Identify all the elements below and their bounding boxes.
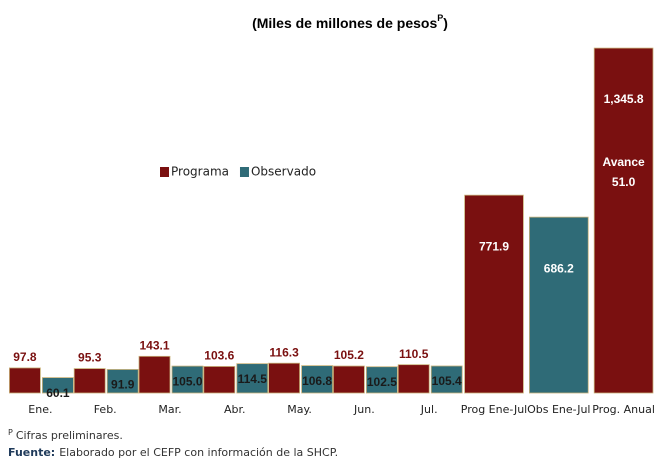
bar bbox=[301, 365, 334, 394]
value-label: 771.9 bbox=[479, 239, 509, 253]
value-label: 116.3 bbox=[269, 345, 299, 359]
source-label: Fuente: bbox=[8, 446, 55, 459]
chart-title: (Miles de millones de pesosP) bbox=[252, 13, 448, 30]
footnote-sup: P bbox=[8, 428, 13, 437]
source-text: Elaborado por el CEFP con información de… bbox=[59, 446, 338, 459]
x-tick-label: Prog. Anual bbox=[592, 403, 655, 416]
value-label: 60.1 bbox=[46, 386, 70, 400]
bar bbox=[73, 368, 106, 394]
title-text: (Miles de millones de pesos bbox=[252, 15, 437, 31]
bar bbox=[236, 363, 269, 394]
bar bbox=[332, 365, 365, 394]
value-label: 106.8 bbox=[302, 374, 332, 388]
x-tick-label: Jun. bbox=[353, 403, 375, 416]
title-sup: P bbox=[437, 13, 443, 23]
value-label: 105.2 bbox=[334, 348, 364, 362]
bar bbox=[106, 369, 139, 394]
bar bbox=[397, 364, 430, 394]
x-tick-label: Ene. bbox=[28, 403, 52, 416]
bar bbox=[593, 47, 654, 394]
value-label: 114.5 bbox=[238, 372, 268, 386]
value-label: 110.5 bbox=[399, 347, 429, 361]
x-tick-label: Obs Ene-Jul bbox=[527, 403, 590, 416]
legend-label: Programa bbox=[171, 165, 229, 179]
title-end: ) bbox=[443, 15, 448, 31]
x-tick-label: Prog Ene-Jul bbox=[461, 403, 527, 416]
bar bbox=[138, 355, 171, 394]
bar bbox=[365, 366, 398, 394]
x-tick-label: Mar. bbox=[158, 403, 181, 416]
value-label: 102.5 bbox=[367, 375, 397, 389]
value-label: 1,345.8 bbox=[604, 92, 644, 106]
legend-swatch bbox=[160, 167, 169, 177]
x-tick-label: Feb. bbox=[94, 403, 117, 416]
value-label: 103.6 bbox=[204, 349, 234, 363]
annotation: 51.0 bbox=[612, 175, 636, 189]
bar bbox=[42, 377, 74, 394]
bar bbox=[529, 216, 589, 394]
footnote: P Cifras preliminares. bbox=[8, 428, 123, 443]
footnote-text: Cifras preliminares. bbox=[16, 429, 123, 442]
legend-swatch bbox=[239, 167, 249, 177]
value-label: 95.3 bbox=[78, 351, 102, 365]
value-label: 91.9 bbox=[111, 378, 135, 392]
legend-label: Observado bbox=[251, 165, 316, 179]
value-label: 97.8 bbox=[13, 350, 37, 364]
source: Fuente: Elaborado por el CEFP con informa… bbox=[8, 446, 338, 459]
bar bbox=[464, 194, 524, 394]
value-label: 105.0 bbox=[172, 374, 202, 388]
x-tick-label: Jul. bbox=[420, 403, 438, 416]
x-tick-label: May. bbox=[287, 403, 312, 416]
bar bbox=[8, 367, 41, 394]
bar bbox=[430, 365, 463, 394]
annotation: Avance bbox=[602, 155, 645, 169]
value-label: 105.4 bbox=[432, 374, 462, 388]
bar bbox=[268, 362, 301, 394]
x-tick-label: Abr. bbox=[224, 403, 246, 416]
bar bbox=[203, 366, 236, 394]
value-label: 143.1 bbox=[139, 338, 169, 352]
bar bbox=[171, 365, 204, 394]
value-label: 686.2 bbox=[544, 261, 574, 275]
